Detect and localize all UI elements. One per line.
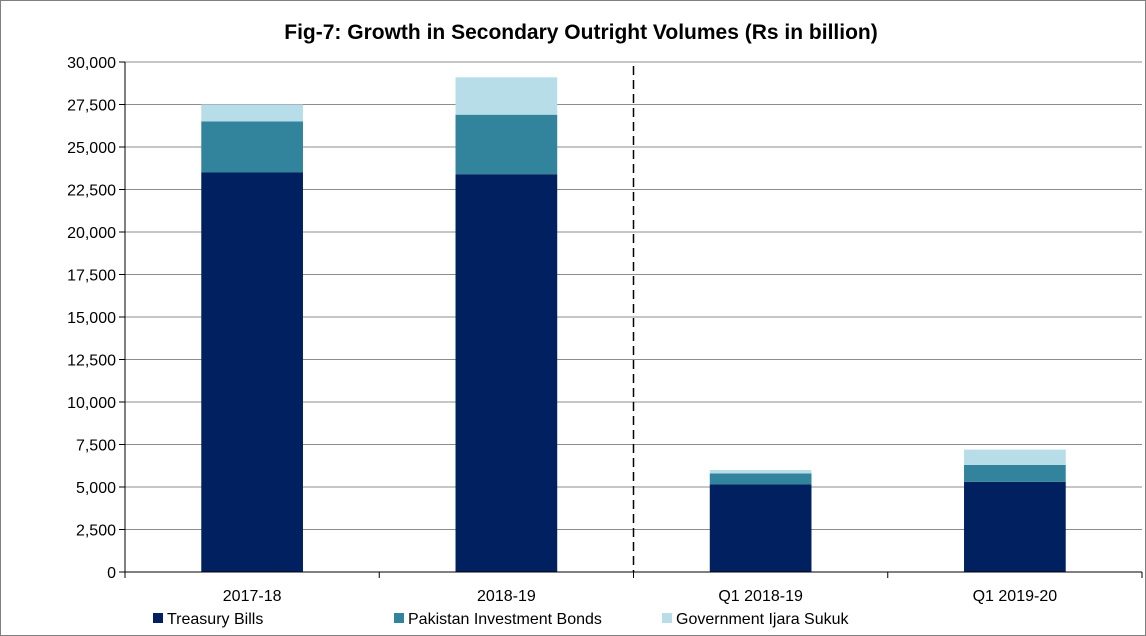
legend: Treasury Bills Pakistan Investment Bonds G… — [153, 611, 850, 628]
y-tick-label: 17,500 — [67, 268, 116, 285]
x-tick-label: Q1 2018-19 — [718, 588, 803, 605]
y-tick-label: 2,500 — [76, 523, 116, 540]
y-tick-label: 25,000 — [67, 140, 116, 157]
bar-treasury-bills-2017-18 — [201, 172, 303, 572]
bar-pakistan-investment-bonds-2017-18 — [201, 121, 303, 173]
legend-swatch — [153, 613, 163, 623]
y-tick-label: 0 — [107, 565, 116, 582]
bar-government-ijara-sukuk-2018-19 — [455, 77, 558, 115]
legend-swatch — [394, 613, 404, 623]
x-tick-label: 2017-18 — [223, 588, 282, 605]
chart-title: Fig-7: Growth in Secondary Outright Volu… — [284, 21, 877, 44]
bar-pakistan-investment-bonds-q1-2018-19 — [709, 473, 812, 485]
y-tick-label: 12,500 — [67, 353, 116, 370]
bar-pakistan-investment-bonds-2018-19 — [455, 114, 558, 175]
legend-label: Government Ijara Sukuk — [676, 611, 850, 628]
x-axis-ticks: 2017-18 2018-19 Q1 2018-19 Q1 2019-20 — [124, 572, 1143, 605]
y-tick-label: 22,500 — [67, 183, 116, 200]
bar-government-ijara-sukuk-q1-2019-20 — [964, 449, 1066, 465]
x-tick-label: Q1 2019-20 — [973, 588, 1058, 605]
bar-government-ijara-sukuk-2017-18 — [201, 104, 303, 122]
bars — [201, 77, 1066, 572]
legend-label: Treasury Bills — [167, 611, 263, 628]
y-tick-label: 27,500 — [67, 98, 116, 115]
legend-swatch — [662, 613, 672, 623]
bar-treasury-bills-q1-2019-20 — [964, 481, 1066, 572]
x-tick-label: 2018-19 — [477, 588, 536, 605]
y-tick-label: 20,000 — [67, 225, 116, 242]
y-tick-label: 10,000 — [67, 395, 116, 412]
bar-government-ijara-sukuk-q1-2018-19 — [709, 470, 812, 474]
y-tick-label: 7,500 — [76, 438, 116, 455]
bar-pakistan-investment-bonds-q1-2019-20 — [964, 464, 1066, 482]
legend-label: Pakistan Investment Bonds — [408, 611, 602, 628]
bar-treasury-bills-q1-2018-19 — [709, 484, 812, 572]
y-tick-label: 30,000 — [67, 55, 116, 72]
y-tick-label: 15,000 — [67, 310, 116, 327]
bar-treasury-bills-2018-19 — [455, 174, 558, 572]
y-axis-ticks: 0 2,500 5,000 7,500 10,000 12,500 15,000 17,500… — [67, 55, 125, 582]
y-tick-label: 5,000 — [76, 480, 116, 497]
